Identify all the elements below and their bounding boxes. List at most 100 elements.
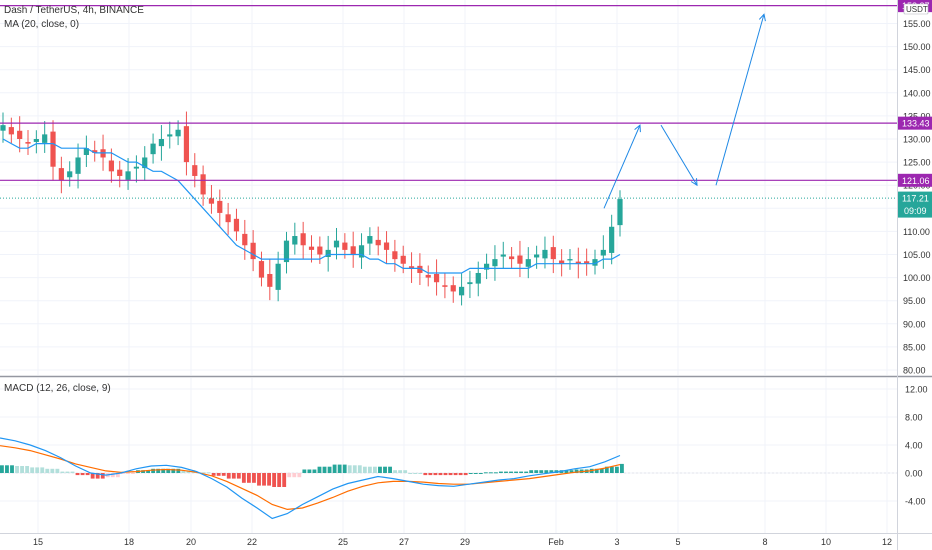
macd-histogram-bar <box>594 468 599 473</box>
macd-histogram-bar <box>90 473 95 479</box>
time-axis-label: 3 <box>614 537 619 547</box>
candle-body <box>350 246 356 255</box>
candle-body <box>383 242 390 250</box>
macd-histogram-bar <box>10 465 14 473</box>
upper-level-tag-bg[interactable] <box>898 116 932 130</box>
lower-level-tag: 121.06 <box>902 176 930 186</box>
macd-histogram-bar <box>246 473 251 483</box>
candle-body <box>233 218 240 232</box>
macd-histogram-bar <box>478 473 483 474</box>
macd-histogram-bar <box>267 473 271 486</box>
forecast-arrow-line[interactable] <box>603 124 641 209</box>
macd-histogram-bar <box>534 470 539 473</box>
candle-body <box>208 198 215 204</box>
macd-histogram-bar <box>55 468 60 473</box>
candle-body <box>442 285 448 287</box>
macd-histogram-bar <box>100 473 105 479</box>
candle-body <box>342 242 348 250</box>
last-price-tag-bg[interactable] <box>898 191 932 218</box>
last-price-tag: 117.21 <box>902 194 929 204</box>
macd-histogram-bar <box>468 473 473 474</box>
candle-body <box>567 259 573 261</box>
price-axis-tick: 80.00 <box>903 366 926 376</box>
candle-body <box>367 236 373 244</box>
candle-body <box>467 282 473 285</box>
macd-histogram-bar <box>458 473 463 476</box>
price-axis-tick: 110.00 <box>903 227 930 237</box>
candle-body <box>475 272 481 284</box>
candle-body <box>108 160 114 172</box>
candle-body <box>67 171 73 178</box>
time-axis-label: 29 <box>460 537 470 547</box>
time-axis-label: 22 <box>247 537 257 547</box>
macd-axis-tick: 4.00 <box>905 441 923 451</box>
time-axis-label: 18 <box>124 537 134 547</box>
macd-histogram-bar <box>156 468 161 473</box>
macd-histogram-bar <box>322 466 327 473</box>
macd-histogram-bar <box>277 473 282 487</box>
currency-badge-bg[interactable] <box>903 3 929 15</box>
candle-body <box>283 240 290 263</box>
macd-histogram-bar <box>30 467 35 473</box>
time-axis-label: 20 <box>186 537 196 547</box>
time-axis-label: 15 <box>33 537 43 547</box>
price-axis-tick: 100.00 <box>903 273 931 283</box>
macd-histogram-bar <box>141 470 145 473</box>
candle-body <box>158 139 165 147</box>
macd-histogram-bar <box>367 466 372 473</box>
macd-histogram-bar <box>423 473 428 476</box>
candle-body <box>133 166 140 169</box>
macd-histogram-bar <box>569 470 574 473</box>
macd-histogram-bar <box>312 469 317 473</box>
candle-body <box>167 134 173 137</box>
macd-histogram-bar <box>539 470 544 473</box>
candle-body <box>25 142 31 144</box>
forecast-arrow-line[interactable] <box>715 14 765 186</box>
candle-body <box>483 263 490 270</box>
macd-histogram-bar <box>388 466 392 473</box>
candle-body <box>417 265 423 273</box>
time-axis-label: 5 <box>675 537 680 547</box>
candle-body <box>425 274 431 278</box>
symbol-title[interactable]: Dash / TetherUS, 4h, BINANCE <box>4 5 144 16</box>
macd-histogram-bar <box>413 473 418 474</box>
macd-histogram-bar <box>146 470 151 473</box>
macd-signal-line <box>0 445 621 511</box>
macd-histogram-bar <box>352 465 357 473</box>
macd-indicator-label[interactable]: MACD (12, 26, close, 9) <box>4 383 111 394</box>
macd-histogram-bar <box>544 470 549 473</box>
macd-histogram-bar <box>337 464 342 473</box>
macd-histogram-bar <box>403 470 408 473</box>
macd-histogram-bar <box>327 466 332 473</box>
macd-histogram-bar <box>393 470 398 473</box>
forecast-arrow-line[interactable] <box>660 124 698 186</box>
candle-body <box>358 245 365 258</box>
macd-histogram-bar <box>131 473 135 474</box>
macd-histogram-bar <box>65 471 70 473</box>
macd-histogram-bar <box>75 473 80 476</box>
macd-histogram-bar <box>509 471 513 473</box>
ma-indicator-label[interactable]: MA (20, close, 0) <box>4 19 80 30</box>
candle-body <box>517 255 523 264</box>
macd-histogram-bar <box>347 465 352 473</box>
macd-histogram-bar <box>604 466 609 473</box>
macd-histogram-bar <box>443 473 448 476</box>
macd-histogram-bar <box>493 472 498 474</box>
macd-histogram-bar <box>317 466 322 473</box>
candle-body <box>150 143 156 155</box>
candle-body <box>617 199 623 226</box>
candle-body <box>217 200 223 213</box>
time-axis-label: Feb <box>548 537 564 547</box>
candle-body <box>75 157 81 174</box>
candle-body <box>58 168 64 181</box>
candle-body <box>200 174 206 195</box>
macd-histogram-bar <box>45 468 50 473</box>
candle-body <box>142 157 148 169</box>
macd-histogram-bar <box>499 471 503 473</box>
lower-level-tag-bg[interactable] <box>898 173 932 187</box>
macd-histogram-bar <box>473 473 478 474</box>
candle-body <box>500 254 506 257</box>
macd-histogram-bar <box>463 473 468 476</box>
